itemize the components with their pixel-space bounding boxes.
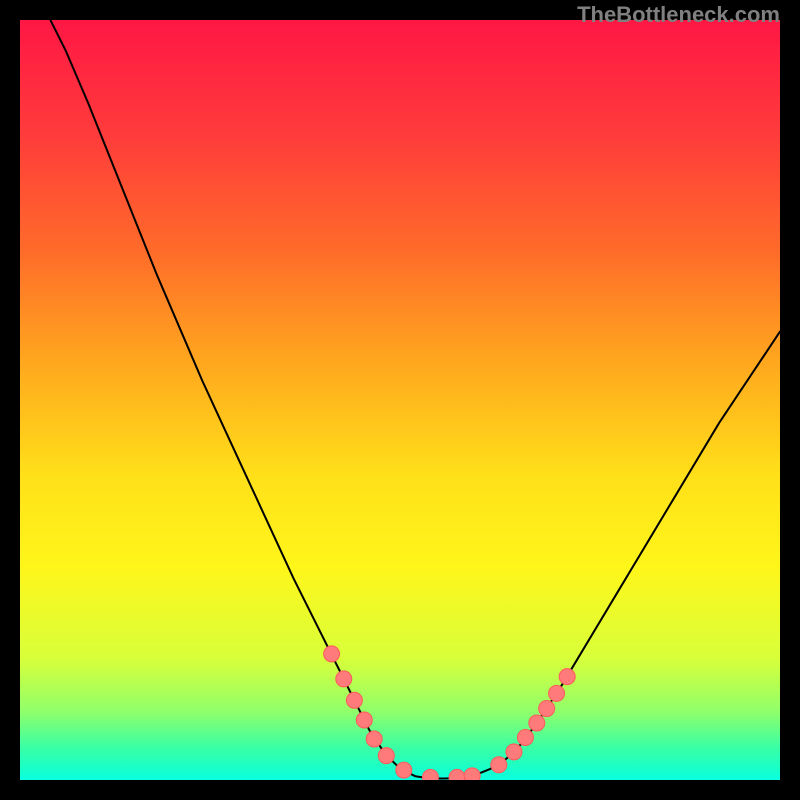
data-marker bbox=[549, 685, 565, 701]
data-marker bbox=[366, 731, 382, 747]
gradient-background bbox=[20, 20, 780, 780]
data-marker bbox=[517, 729, 533, 745]
data-marker bbox=[559, 669, 575, 685]
data-marker bbox=[356, 712, 372, 728]
data-marker bbox=[539, 701, 555, 717]
watermark-label: TheBottleneck.com bbox=[577, 2, 780, 28]
data-marker bbox=[464, 768, 480, 780]
data-marker bbox=[346, 692, 362, 708]
data-marker bbox=[324, 646, 340, 662]
data-marker bbox=[506, 744, 522, 760]
data-marker bbox=[529, 715, 545, 731]
plot-area bbox=[20, 20, 780, 780]
data-marker bbox=[336, 671, 352, 687]
data-marker bbox=[491, 757, 507, 773]
bottleneck-figure: TheBottleneck.com bbox=[0, 0, 800, 800]
data-marker bbox=[396, 762, 412, 778]
chart-svg bbox=[20, 20, 780, 780]
data-marker bbox=[378, 748, 394, 764]
